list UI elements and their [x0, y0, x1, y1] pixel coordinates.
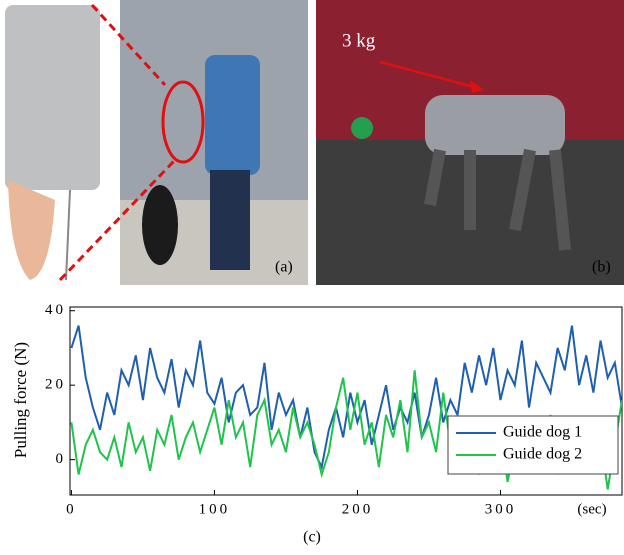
arrow-head — [470, 80, 484, 93]
data-line — [70, 325, 622, 471]
x-tick-label: 100 — [199, 501, 231, 517]
annotation: 3 kg — [342, 30, 376, 51]
y-tick-label: 0 — [56, 451, 67, 467]
hook — [65, 189, 71, 281]
x-tick-label: 300 — [485, 501, 517, 517]
panel-label: (a) — [275, 259, 293, 276]
legs — [210, 170, 250, 270]
dog — [142, 185, 178, 265]
x-tick-label: 0 — [66, 501, 77, 517]
legend-box — [447, 415, 619, 475]
backpack-person — [205, 55, 260, 175]
zoom-line — [90, 3, 167, 87]
highlight — [161, 80, 205, 164]
y-tick-label: 20 — [45, 377, 66, 393]
panel-label: (b) — [592, 259, 611, 276]
x-tick-label: 200 — [342, 501, 374, 517]
y-tick-label: 40 — [45, 302, 66, 318]
y-axis-label: Pulling force (N) — [11, 342, 30, 458]
zoom-line — [58, 158, 177, 282]
weight — [351, 117, 373, 139]
hand — [8, 180, 55, 280]
robot-body — [425, 95, 565, 155]
legend-label: Guide dog 2 — [503, 446, 582, 463]
arrow — [379, 60, 479, 90]
x-axis-label: (sec) — [577, 501, 606, 517]
panel-label: (c) — [303, 529, 321, 546]
legend-label: Guide dog 1 — [503, 424, 582, 441]
harness — [5, 5, 100, 190]
robot-legs — [424, 148, 571, 251]
